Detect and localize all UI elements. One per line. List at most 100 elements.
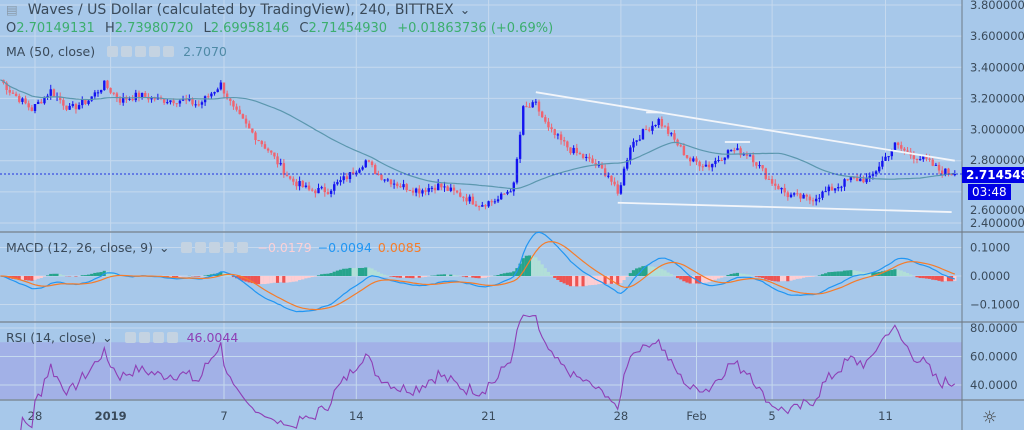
candle [833, 188, 837, 194]
candle [792, 192, 796, 197]
candle [884, 152, 887, 162]
candle-body [840, 186, 843, 188]
candle-body [767, 178, 771, 180]
macd-hist-bar [96, 272, 100, 276]
candle-body [323, 187, 326, 193]
candle-body [808, 196, 812, 201]
macd-hist-bar [194, 276, 198, 277]
candle-body [805, 194, 808, 197]
chevron-down-icon[interactable]: ⌄ [159, 240, 170, 255]
candle-body [843, 179, 846, 187]
macd-hist-bar [335, 270, 339, 276]
candle [27, 100, 30, 111]
macd-hist-bar [761, 276, 765, 278]
candle [336, 179, 339, 186]
candle [427, 183, 430, 196]
macd-hist-bar [572, 276, 576, 287]
candle [292, 176, 295, 186]
candle-body [887, 156, 890, 158]
candle-body [276, 156, 279, 165]
macd-hist-bar [924, 276, 929, 279]
candle [329, 189, 333, 198]
macd-buttons[interactable] [181, 241, 251, 256]
candle [711, 163, 714, 172]
candle-body [906, 150, 909, 152]
rsi-buttons[interactable] [124, 331, 181, 346]
macd-hist-bar [748, 274, 752, 276]
candle-body [896, 142, 900, 146]
candle [569, 147, 572, 155]
candle-body [380, 174, 383, 180]
candle-body [849, 177, 853, 181]
candle-body [43, 96, 46, 104]
candle [84, 99, 87, 106]
candle-body [651, 125, 654, 131]
candle [496, 195, 500, 203]
candle [134, 89, 137, 103]
candle [931, 158, 934, 167]
candle-body [490, 201, 493, 203]
candle [689, 156, 692, 166]
candle [878, 162, 881, 174]
ma-line [0, 79, 955, 190]
candle-body [229, 98, 232, 102]
macd-hist-bar [216, 273, 220, 276]
candle-body [392, 183, 396, 185]
candle-body [893, 142, 897, 151]
collapse-icon[interactable]: ▤ [6, 2, 18, 17]
candle [518, 131, 522, 164]
candle-body [87, 100, 90, 104]
macd-hist-bar [172, 276, 176, 278]
macd-hist-bar [27, 276, 31, 281]
macd-hist-bar [653, 267, 658, 276]
candle [122, 92, 125, 106]
macd-hist-bar [424, 276, 428, 277]
candle-body [717, 160, 720, 162]
candle-body [641, 129, 645, 140]
candle-body [588, 156, 591, 159]
symbol-title[interactable]: Waves / US Dollar (calculated by Trading… [27, 2, 454, 18]
macd-label[interactable]: MACD (12, 26, close, 9) [6, 240, 153, 255]
macd-hist-bar [685, 276, 689, 283]
candle [761, 165, 764, 172]
candle [81, 96, 84, 109]
settings-gear-icon[interactable]: ☼ [982, 408, 998, 428]
candle-body [563, 140, 566, 142]
candle-body [701, 166, 704, 168]
macd-hist-bar [351, 267, 355, 276]
candle [399, 183, 402, 188]
candle-body [515, 158, 519, 183]
candle [405, 182, 408, 193]
candle [304, 182, 308, 189]
macd-hist-bar [531, 255, 535, 276]
candle-body [868, 175, 871, 178]
ma-label[interactable]: MA (50, close) [6, 44, 96, 59]
candle-body [244, 118, 248, 124]
candle [733, 147, 736, 155]
macd-hist-bar [742, 273, 746, 276]
candle-body [222, 82, 226, 94]
candle [666, 122, 670, 137]
macd-hist-bar [858, 271, 862, 276]
macd-hist-bar [408, 276, 412, 279]
candle [285, 171, 289, 177]
candle-body [600, 164, 604, 169]
macd-hist-bar [635, 268, 639, 276]
chevron-down-icon[interactable]: ⌄ [459, 2, 471, 17]
candle-body [944, 168, 947, 175]
price-tick-label: 3.80000000 [970, 0, 1024, 12]
macd-hist-bar [219, 272, 223, 276]
rsi-legend: RSI (14, close) ⌄ 46.0044 [6, 330, 244, 346]
date-tick-label: 28 [28, 409, 43, 423]
ma-buttons[interactable] [107, 45, 177, 60]
candle-body [301, 181, 304, 187]
candle-body [216, 89, 219, 93]
chevron-down-icon[interactable]: ⌄ [102, 330, 113, 345]
macd-hist-bar [17, 276, 21, 281]
candle [657, 117, 660, 128]
rsi-label[interactable]: RSI (14, close) [6, 330, 97, 345]
macd-hist-bar [288, 276, 292, 283]
candle-body [329, 190, 333, 194]
candle-body [685, 155, 689, 158]
